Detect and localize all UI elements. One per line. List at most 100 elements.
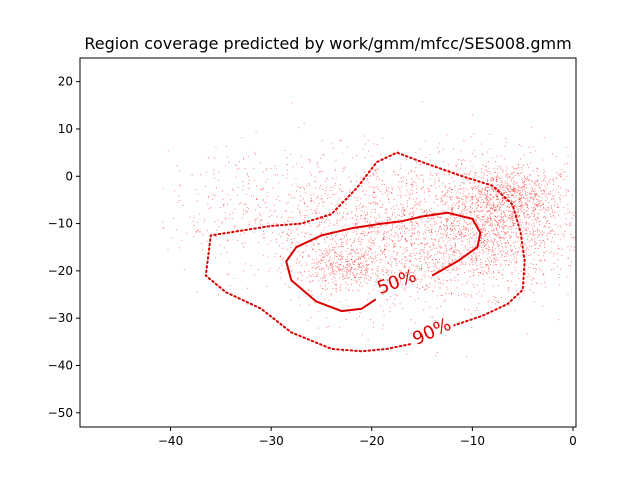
scatter-point	[502, 186, 504, 189]
scatter-point	[519, 245, 522, 247]
scatter-point	[434, 222, 436, 224]
scatter-point	[509, 177, 511, 179]
scatter-point	[460, 188, 462, 190]
scatter-point	[484, 166, 487, 168]
scatter-point	[470, 258, 472, 260]
scatter-point	[471, 261, 473, 263]
scatter-point	[453, 251, 455, 253]
scatter-point	[477, 223, 479, 225]
scatter-point	[365, 189, 367, 191]
scatter-point	[405, 241, 408, 243]
scatter-point	[510, 205, 513, 207]
scatter-point	[192, 220, 194, 223]
scatter-point	[526, 164, 528, 166]
scatter-point	[318, 202, 320, 205]
scatter-point	[355, 180, 357, 182]
scatter-point	[423, 252, 425, 254]
scatter-point	[274, 255, 276, 258]
scatter-point	[246, 206, 248, 209]
scatter-point	[376, 168, 378, 170]
scatter-point	[404, 227, 406, 229]
scatter-point	[459, 268, 461, 270]
scatter-point	[323, 250, 325, 252]
scatter-point	[446, 219, 448, 221]
scatter-point	[532, 232, 534, 235]
scatter-point	[559, 176, 561, 178]
scatter-point	[465, 227, 468, 229]
scatter-point	[483, 216, 485, 218]
scatter-point	[473, 271, 475, 273]
scatter-point	[286, 248, 288, 251]
scatter-point	[362, 232, 364, 235]
scatter-point	[330, 189, 332, 192]
scatter-point	[487, 258, 489, 260]
scatter-point	[332, 147, 334, 149]
scatter-point	[418, 238, 420, 240]
scatter-point	[436, 215, 438, 217]
scatter-point	[500, 220, 502, 223]
scatter-point	[466, 197, 468, 199]
scatter-point	[248, 223, 250, 226]
scatter-point	[425, 256, 427, 258]
scatter-point	[191, 174, 193, 176]
scatter-point	[512, 231, 514, 233]
scatter-point	[404, 215, 406, 217]
scatter-point	[328, 266, 330, 268]
scatter-point	[543, 259, 545, 261]
scatter-point	[492, 251, 494, 253]
scatter-point	[533, 301, 535, 303]
scatter-point	[429, 266, 431, 268]
scatter-point	[384, 209, 386, 212]
scatter-point	[372, 196, 375, 198]
scatter-point	[384, 192, 386, 194]
scatter-point	[507, 231, 509, 233]
scatter-point	[462, 178, 464, 180]
scatter-point	[460, 163, 463, 165]
scatter-point	[502, 185, 504, 187]
scatter-point	[552, 184, 554, 186]
scatter-point	[518, 197, 520, 199]
scatter-point	[359, 262, 361, 264]
scatter-point	[287, 229, 289, 231]
scatter-point	[335, 290, 337, 292]
scatter-point	[502, 224, 504, 226]
scatter-point	[445, 237, 447, 239]
scatter-point	[493, 261, 495, 263]
scatter-point	[528, 224, 530, 226]
scatter-point	[536, 231, 538, 233]
scatter-point	[359, 282, 361, 284]
scatter-point	[290, 232, 292, 235]
scatter-point	[496, 235, 498, 237]
scatter-point	[352, 217, 354, 219]
scatter-point	[500, 203, 502, 206]
scatter-point	[393, 243, 395, 245]
scatter-point	[525, 272, 527, 274]
scatter-point	[462, 225, 464, 227]
scatter-point	[438, 240, 440, 242]
scatter-point	[357, 238, 359, 240]
scatter-point	[471, 189, 474, 191]
scatter-point	[425, 243, 427, 245]
scatter-point	[471, 187, 473, 190]
scatter-point	[505, 183, 507, 185]
scatter-point	[329, 256, 331, 258]
scatter-point	[567, 154, 569, 156]
scatter-point	[407, 191, 409, 193]
scatter-point	[393, 257, 395, 260]
scatter-point	[327, 194, 329, 196]
scatter-point	[528, 200, 530, 202]
scatter-point	[261, 188, 263, 190]
scatter-point	[556, 265, 558, 267]
scatter-point	[481, 227, 483, 229]
scatter-point	[517, 210, 519, 212]
scatter-point	[257, 204, 259, 206]
scatter-point	[436, 295, 439, 297]
scatter-point	[500, 187, 502, 189]
scatter-point	[430, 271, 432, 273]
scatter-point	[386, 236, 388, 238]
scatter-point	[517, 185, 519, 187]
scatter-point	[539, 206, 541, 208]
scatter-point	[237, 168, 239, 170]
scatter-point	[382, 239, 384, 241]
scatter-point	[360, 176, 362, 178]
